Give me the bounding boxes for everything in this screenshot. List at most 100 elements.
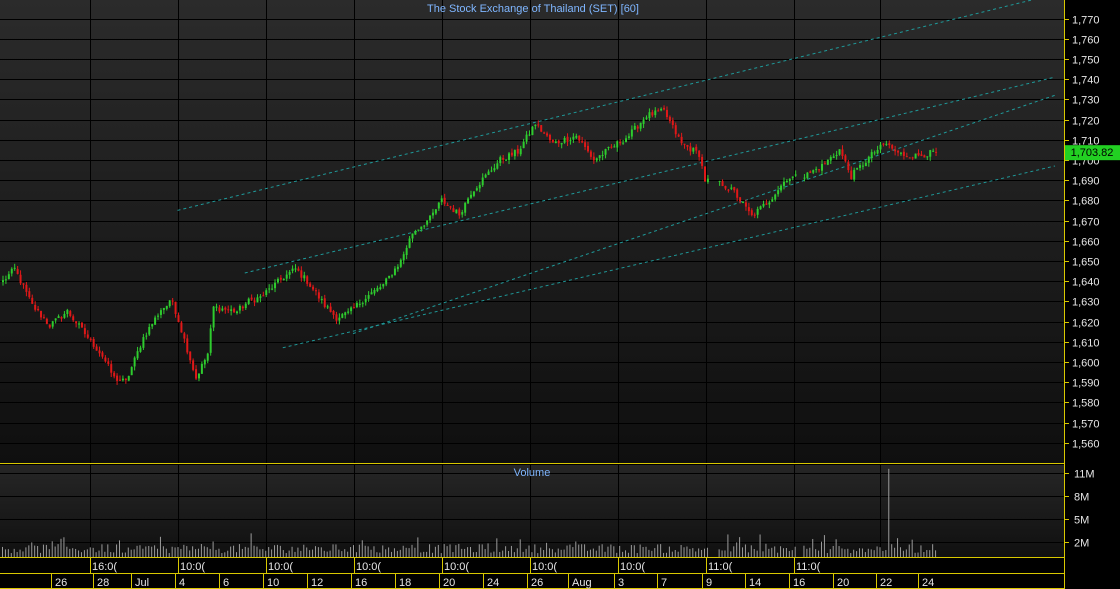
volume-y-axis: 11M 8M 5M 2M: [1065, 469, 1095, 550]
volume-bar: [370, 549, 372, 557]
volume-bar: [917, 552, 919, 557]
candle-body: [31, 297, 34, 304]
candle-body: [2, 280, 4, 283]
volume-bar: [162, 546, 164, 557]
volume-bar: [25, 547, 27, 557]
candle-body: [578, 135, 581, 141]
candle-body: [227, 309, 230, 311]
volume-bar: [89, 547, 91, 557]
volume-bar: [154, 545, 156, 557]
volume-bar: [821, 541, 822, 557]
price-tick-label: 1,600: [1072, 358, 1100, 370]
volume-bar: [508, 550, 510, 557]
volume-bar: [34, 545, 36, 557]
volume-bar: [616, 552, 618, 557]
volume-bar: [864, 552, 866, 557]
time-axis-lower-label: 18: [399, 577, 411, 589]
candle-body: [151, 324, 154, 327]
volume-bar: [431, 552, 433, 557]
candle-body: [826, 159, 829, 165]
volume-bar: [499, 551, 501, 557]
volume-bar: [598, 545, 600, 557]
volume-bar: [548, 548, 550, 557]
candle-body: [107, 361, 110, 364]
candle-body: [347, 311, 350, 313]
candle-body: [414, 231, 417, 235]
volume-bar: [285, 553, 287, 557]
volume-bar: [481, 544, 483, 557]
candle-body: [253, 300, 256, 303]
volume-bar: [560, 549, 562, 557]
candle-body: [212, 306, 215, 328]
price-tick-label: 1,690: [1072, 176, 1100, 188]
volume-bar: [423, 551, 425, 557]
candle-body: [595, 158, 598, 161]
candle-body: [475, 188, 478, 191]
candle-body: [200, 363, 203, 374]
volume-bar: [347, 551, 349, 557]
candle-body: [110, 364, 113, 373]
volume-bar: [92, 547, 94, 557]
time-axis-lower-label: 14: [749, 577, 761, 589]
candle-body: [367, 295, 370, 299]
volume-series: [2, 468, 937, 557]
candle-body: [604, 149, 607, 155]
candle-body: [382, 284, 385, 287]
volume-bar: [806, 548, 808, 557]
candle-body: [902, 151, 905, 156]
volume-bar: [104, 551, 106, 557]
candle-body: [812, 170, 815, 173]
candle-body: [633, 125, 636, 130]
volume-bar: [610, 544, 612, 557]
candle-body: [917, 153, 920, 156]
candle-body: [616, 141, 619, 148]
volume-bar: [584, 544, 586, 557]
volume-bar: [861, 548, 863, 557]
volume-bar: [75, 548, 77, 557]
candle-body: [908, 157, 911, 159]
price-tick-label: 1,730: [1072, 95, 1100, 107]
volume-bar: [838, 546, 840, 557]
volume-bar: [136, 545, 138, 557]
price-tick-label: 1,720: [1072, 116, 1100, 128]
volume-bar: [683, 547, 685, 557]
time-axis-lower-label: 6: [223, 577, 229, 589]
volume-bar: [876, 546, 878, 557]
volume-bar: [826, 553, 828, 557]
volume-bar: [335, 544, 337, 557]
volume-bar: [420, 552, 422, 557]
candle-body: [782, 181, 785, 186]
volume-bar: [16, 552, 18, 557]
candle-body: [236, 311, 238, 314]
volume-bar: [718, 549, 720, 557]
candle-body: [136, 351, 139, 359]
volume-bar: [452, 552, 454, 557]
volume-bar: [45, 544, 47, 557]
candle-body: [607, 147, 610, 149]
volume-bar: [923, 551, 925, 557]
volume-bar: [546, 542, 548, 557]
volume-bar: [51, 541, 53, 557]
volume-bar: [686, 546, 688, 557]
candle-body: [589, 151, 592, 157]
volume-bar: [557, 548, 559, 557]
volume-bar: [803, 545, 805, 557]
volume-bar: [756, 550, 758, 557]
candle-body: [385, 278, 388, 285]
volume-bar: [54, 546, 56, 557]
volume-bar: [212, 541, 214, 557]
time-axis-upper-label: 11:0(: [796, 561, 821, 573]
candle-body: [686, 145, 689, 147]
candle-body: [98, 350, 101, 354]
volume-bar: [510, 545, 512, 557]
volume-bar: [458, 543, 460, 557]
candle-body: [376, 288, 379, 292]
candle-body: [575, 135, 578, 138]
candle-body: [332, 310, 335, 315]
candle-body: [935, 151, 938, 153]
candle-body: [832, 156, 835, 158]
volume-bar: [271, 549, 273, 557]
time-axis-lower-label: 26: [55, 577, 67, 589]
candle-body: [660, 108, 663, 111]
volume-bar: [148, 545, 150, 557]
